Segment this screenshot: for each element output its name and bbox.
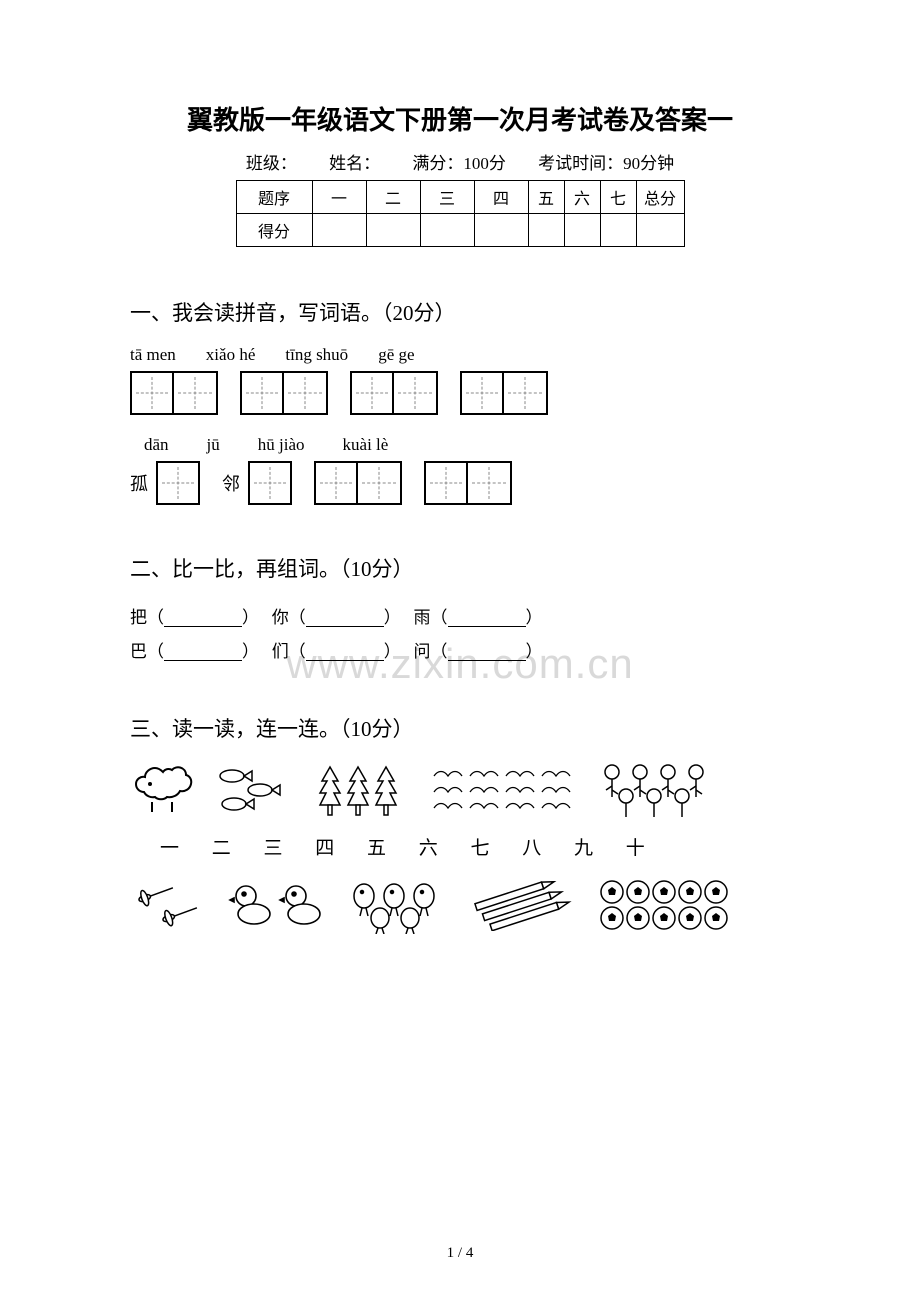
prechar-gu: 孤 — [130, 470, 148, 496]
pinyin: tā men — [130, 345, 176, 365]
q3-pictures-top — [130, 761, 790, 819]
score-table: 题序 一 二 三 四 五 六 七 总分 得分 — [236, 180, 685, 247]
q2-char: 把 — [130, 608, 147, 627]
pinyin: xiǎo hé — [206, 345, 256, 365]
row2-header: 得分 — [236, 214, 312, 247]
q3-heading: 三、读一读，连一连。（10分） — [130, 713, 790, 743]
tian-group — [424, 461, 512, 505]
chicks-icon — [348, 878, 448, 934]
cell-blank — [474, 214, 528, 247]
cell-blank — [312, 214, 366, 247]
tian-box — [314, 461, 358, 505]
pencils-icon — [468, 881, 578, 931]
dragonfly-icon — [130, 878, 208, 934]
blank — [164, 645, 242, 661]
row1-header: 题序 — [236, 181, 312, 214]
tian-group — [460, 371, 548, 415]
document-title: 翼教版一年级语文下册第一次月考试卷及答案一 — [130, 100, 790, 137]
col-7: 七 — [600, 181, 636, 214]
tian-box — [156, 461, 200, 505]
col-2: 二 — [366, 181, 420, 214]
q3-numbers: 一 二 三 四 五 六 七 八 九 十 — [160, 833, 790, 860]
pinyin-row-1: tā men xiǎo hé tīng shuō gē ge — [130, 345, 790, 365]
table-row: 得分 — [236, 214, 684, 247]
blank — [448, 645, 526, 661]
q2-char: 巴 — [130, 642, 147, 661]
tian-group — [350, 371, 438, 415]
tian-box — [350, 371, 394, 415]
cell-blank — [420, 214, 474, 247]
tian-box — [468, 461, 512, 505]
prechar-lin: 邻 — [222, 470, 240, 496]
tian-group — [240, 371, 328, 415]
tian-box — [248, 461, 292, 505]
birds-icon — [428, 764, 578, 816]
tian-box — [358, 461, 402, 505]
blank — [306, 611, 384, 627]
tian-box — [504, 371, 548, 415]
col-1: 一 — [312, 181, 366, 214]
blank — [164, 611, 242, 627]
flowers-icon — [598, 762, 718, 818]
pinyin: tīng shuō — [285, 345, 348, 365]
tian-box — [174, 371, 218, 415]
pinyin: jū — [207, 435, 220, 455]
col-5: 五 — [528, 181, 564, 214]
time-label: 考试时间：90分钟 — [538, 154, 674, 173]
tian-box — [424, 461, 468, 505]
tian-box — [130, 371, 174, 415]
tian-box — [240, 371, 284, 415]
cell-blank — [636, 214, 684, 247]
fullscore-label: 满分：100分 — [412, 154, 506, 173]
tian-group — [130, 371, 218, 415]
q2-char: 你 — [272, 608, 289, 627]
class-label: 班级： — [246, 154, 297, 173]
tian-group — [248, 461, 292, 505]
info-line: 班级： 姓名： 满分：100分 考试时间：90分钟 — [130, 149, 790, 174]
pinyin: gē ge — [378, 345, 414, 365]
cell-blank — [600, 214, 636, 247]
ducks-icon — [228, 878, 328, 934]
fish-icon — [214, 764, 292, 816]
tian-box — [460, 371, 504, 415]
cell-blank — [366, 214, 420, 247]
tian-group — [314, 461, 402, 505]
pinyin: dān — [144, 435, 169, 455]
q3-pictures-bottom — [130, 878, 790, 934]
col-3: 三 — [420, 181, 474, 214]
pinyin: kuài lè — [343, 435, 389, 455]
sheep-icon — [130, 764, 194, 816]
cell-blank — [564, 214, 600, 247]
pinyin: hū jiào — [258, 435, 305, 455]
q2-char: 雨 — [414, 608, 431, 627]
blank — [448, 611, 526, 627]
col-6: 六 — [564, 181, 600, 214]
tian-group — [156, 461, 200, 505]
tian-box — [394, 371, 438, 415]
footballs-icon — [598, 878, 728, 934]
q2-char: 们 — [272, 642, 289, 661]
q1-heading: 一、我会读拼音，写词语。（20分） — [130, 297, 790, 327]
table-row: 题序 一 二 三 四 五 六 七 总分 — [236, 181, 684, 214]
col-4: 四 — [474, 181, 528, 214]
pinyin-row-2: dān jū hū jiào kuài lè — [144, 435, 790, 455]
q2-line2: 巴（） 们（） 问（） — [130, 635, 790, 669]
q2-line1: 把（） 你（） 雨（） — [130, 601, 790, 635]
col-total: 总分 — [636, 181, 684, 214]
page-number: 1 / 4 — [0, 1245, 920, 1262]
blank — [306, 645, 384, 661]
q2-char: 问 — [414, 642, 431, 661]
tian-box — [284, 371, 328, 415]
tian-row-1 — [130, 371, 790, 415]
q2-heading: 二、比一比，再组词。（10分） — [130, 553, 790, 583]
cell-blank — [528, 214, 564, 247]
tian-row-2: 孤 邻 — [130, 461, 790, 505]
trees-icon — [312, 761, 408, 819]
name-label: 姓名： — [329, 154, 380, 173]
